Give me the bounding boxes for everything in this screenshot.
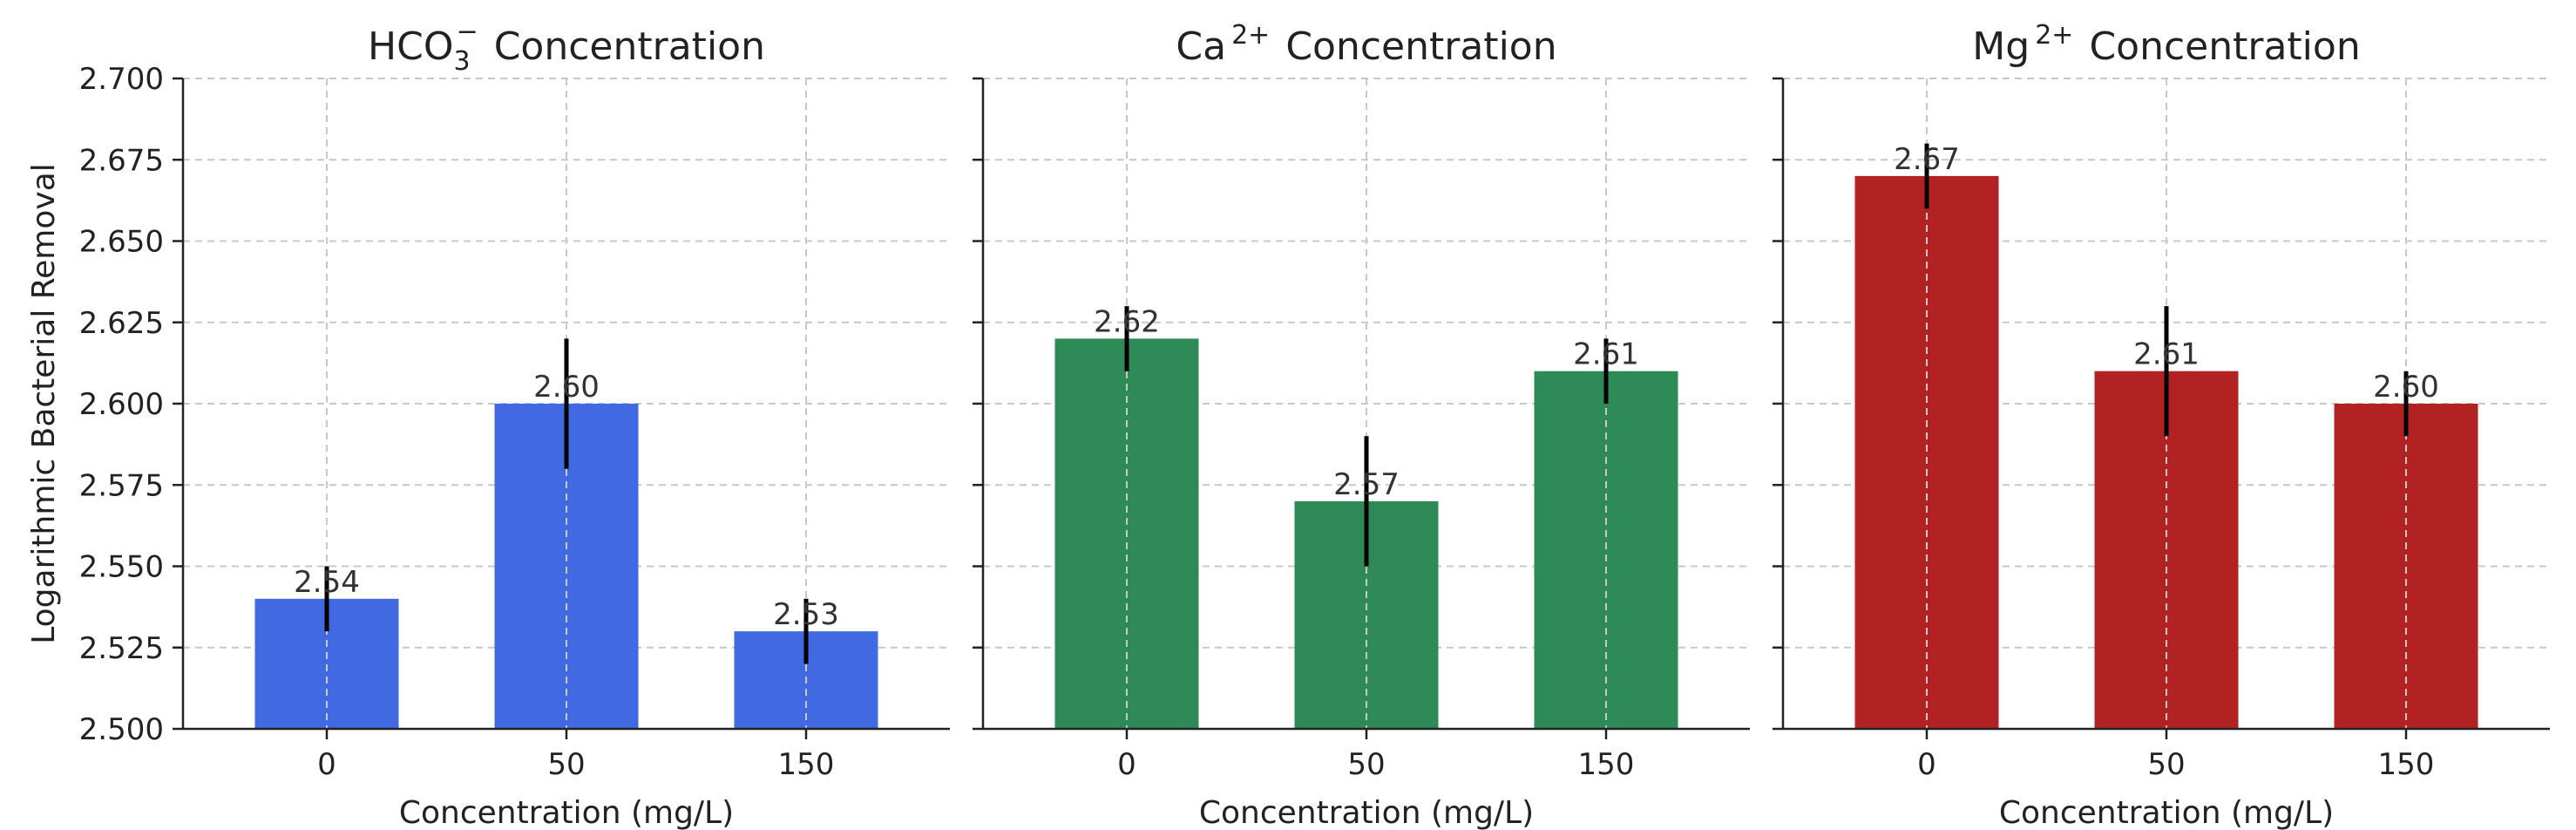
- chart-title-rest: Concentration: [494, 24, 765, 69]
- data-label-0: 2.54: [294, 565, 360, 600]
- x-tick-label-0: 0: [1917, 747, 1936, 782]
- x-tick-label-1: 50: [547, 747, 585, 782]
- y-tick-label-8: 2.700: [79, 62, 164, 97]
- x-tick-label-1: 50: [2147, 747, 2185, 782]
- y-tick-label-1: 2.525: [79, 631, 164, 666]
- data-label-0: 2.67: [1894, 142, 1960, 177]
- x-tick-label-1: 50: [1347, 747, 1385, 782]
- chart-panel-2: 2.62 2.57 2.61 0 50 150 Concentration (mg/L) Ca…: [973, 20, 1750, 830]
- x-tick-label-2: 150: [2378, 747, 2435, 782]
- x-tick-label-2: 150: [778, 747, 835, 782]
- chart-title: HCO3− Concentration: [368, 17, 765, 77]
- data-label-50: 2.57: [1333, 467, 1400, 502]
- chart-panel-3: 2.67 2.61 2.60 0 50 150 Concentration (mg/L) Mg…: [1773, 20, 2550, 830]
- chart-title-superscript: 2+: [1231, 20, 1270, 51]
- data-label-150: 2.53: [773, 597, 839, 632]
- data-label-150: 2.60: [2373, 370, 2439, 405]
- chart-title-main: Ca: [1176, 24, 1226, 69]
- y-tick-label-2: 2.550: [79, 550, 164, 585]
- chart-title-rest: Concentration: [2089, 24, 2360, 69]
- data-label-50: 2.60: [533, 370, 600, 405]
- y-tick-label-3: 2.575: [79, 468, 164, 503]
- data-label-50: 2.61: [2133, 337, 2200, 372]
- x-axis-label: Concentration (mg/L): [1199, 795, 1534, 830]
- chart-title-subscript: 3: [453, 46, 470, 77]
- chart-title-rest: Concentration: [1285, 24, 1556, 69]
- chart-title-main: Mg: [1972, 24, 2030, 69]
- chart-panel-1: 2.54 2.60 2.53 2.500 2.525 2.550 2.575 2.600 2.6…: [26, 17, 950, 830]
- x-tick-label-0: 0: [317, 747, 336, 782]
- x-tick-label-2: 150: [1578, 747, 1635, 782]
- x-axis-label: Concentration (mg/L): [1999, 795, 2334, 830]
- x-tick-label-0: 0: [1117, 747, 1136, 782]
- chart-title: Ca 2+ Concentration: [1176, 20, 1556, 69]
- chart-title-superscript: 2+: [2035, 20, 2073, 51]
- chart-title-main: HCO: [368, 24, 453, 69]
- y-tick-label-5: 2.625: [79, 306, 164, 341]
- data-label-0: 2.62: [1094, 304, 1160, 339]
- data-label-150: 2.61: [1573, 337, 1639, 372]
- y-axis-label: Logarithmic Bacterial Removal: [26, 163, 62, 644]
- y-tick-label-7: 2.675: [79, 143, 164, 178]
- y-tick-label-4: 2.600: [79, 387, 164, 422]
- y-tick-label-6: 2.650: [79, 225, 164, 260]
- chart-title: Mg 2+ Concentration: [1972, 20, 2360, 69]
- x-axis-label: Concentration (mg/L): [399, 795, 734, 830]
- y-tick-label-0: 2.500: [79, 712, 164, 747]
- chart-title-superscript: −: [457, 17, 478, 47]
